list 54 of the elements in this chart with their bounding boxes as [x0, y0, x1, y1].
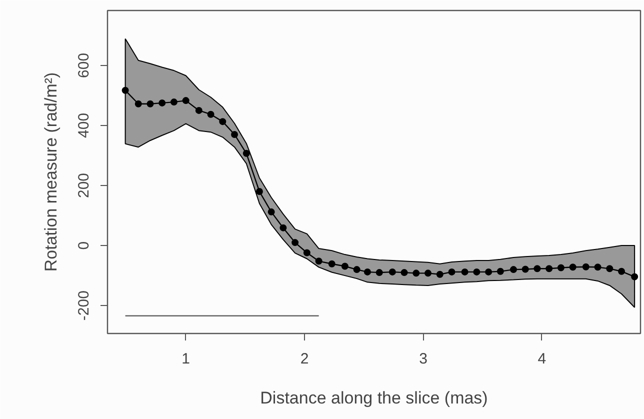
point [122, 86, 129, 94]
point [170, 98, 178, 106]
point [534, 265, 541, 272]
point [158, 99, 166, 106]
point [546, 265, 553, 272]
point [606, 265, 614, 272]
point [146, 100, 154, 108]
point [292, 239, 299, 246]
point [231, 130, 238, 138]
point [341, 262, 348, 270]
point [207, 110, 214, 118]
x-axis-title: Distance along the slice (mas) [260, 388, 488, 408]
point [182, 97, 190, 104]
point [510, 266, 517, 274]
y-tick-label: 400 [76, 112, 92, 138]
point [461, 268, 468, 276]
x-tick-label: 3 [419, 350, 428, 368]
x-tick-label: 4 [538, 350, 546, 368]
point [557, 264, 564, 272]
point [412, 270, 420, 277]
y-tick-label: -200 [76, 290, 92, 321]
point [219, 118, 226, 126]
point [436, 270, 444, 278]
y-tick-label: 0 [76, 241, 92, 250]
point [242, 150, 250, 157]
point [400, 269, 408, 276]
point [485, 268, 492, 276]
x-tick-label: 1 [182, 350, 190, 368]
point [631, 273, 638, 280]
y-tick-label: 200 [76, 172, 92, 198]
point [134, 100, 142, 108]
point [328, 260, 336, 268]
point [424, 270, 432, 277]
point [522, 266, 529, 273]
y-tick-label: 600 [76, 52, 92, 78]
point [618, 268, 626, 275]
point [280, 224, 287, 232]
point [569, 264, 576, 271]
point [496, 268, 504, 275]
point [594, 264, 602, 271]
point [364, 268, 371, 276]
point [353, 266, 360, 274]
point [376, 269, 383, 276]
y-axis-title: Rotation measure (rad/m²) [42, 72, 60, 272]
point [268, 208, 275, 216]
point [448, 268, 456, 276]
point [195, 106, 202, 114]
point [303, 249, 310, 256]
x-tick-label: 2 [300, 350, 309, 368]
point [473, 268, 480, 276]
point [256, 188, 263, 196]
point [388, 268, 396, 276]
point [582, 263, 590, 270]
point [315, 258, 322, 265]
